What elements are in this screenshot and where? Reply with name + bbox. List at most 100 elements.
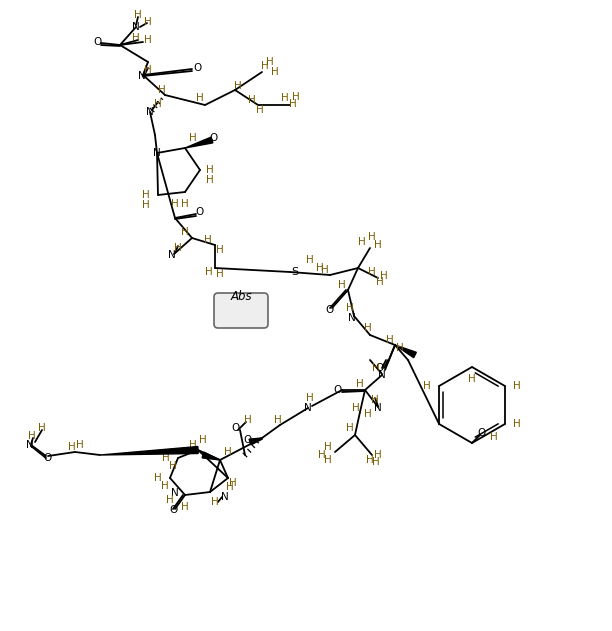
Text: H: H	[358, 237, 366, 247]
Text: N: N	[378, 370, 386, 380]
Text: H: H	[181, 227, 189, 237]
Text: H: H	[374, 240, 382, 250]
Polygon shape	[100, 447, 198, 455]
Text: O: O	[169, 505, 177, 515]
FancyBboxPatch shape	[214, 293, 268, 328]
Text: O: O	[232, 423, 240, 433]
Text: H: H	[490, 432, 498, 442]
Text: O: O	[210, 133, 218, 143]
Text: N: N	[138, 71, 146, 81]
Text: H: H	[142, 200, 150, 210]
Text: H: H	[28, 431, 36, 441]
Text: O: O	[326, 305, 334, 315]
Text: H: H	[154, 473, 162, 483]
Text: H: H	[158, 85, 166, 95]
Text: H: H	[76, 440, 84, 450]
Text: H: H	[189, 133, 197, 143]
Text: H: H	[292, 92, 300, 102]
Text: H: H	[196, 93, 204, 103]
Text: H: H	[372, 363, 380, 373]
Text: H: H	[181, 502, 189, 512]
Text: H: H	[68, 442, 76, 452]
Text: Abs: Abs	[230, 290, 252, 304]
Text: H: H	[211, 497, 219, 507]
Text: H: H	[216, 269, 224, 279]
Text: H: H	[134, 10, 142, 20]
Text: H: H	[256, 105, 264, 115]
Polygon shape	[249, 438, 262, 445]
Text: H: H	[144, 17, 152, 27]
Text: H: H	[248, 95, 256, 105]
Text: H: H	[206, 165, 214, 175]
Text: H: H	[38, 423, 46, 433]
Text: O: O	[194, 63, 202, 73]
Text: O: O	[196, 207, 204, 217]
Text: H: H	[132, 33, 140, 43]
Text: N: N	[146, 107, 154, 117]
Text: H: H	[374, 450, 382, 460]
Text: H: H	[321, 265, 329, 275]
Text: H: H	[352, 403, 360, 413]
Text: H: H	[271, 67, 279, 77]
Text: O: O	[44, 453, 52, 463]
Text: H: H	[306, 255, 314, 265]
Text: H: H	[306, 393, 314, 403]
Text: O: O	[93, 37, 101, 47]
Text: H: H	[338, 280, 346, 290]
Text: H: H	[166, 495, 174, 505]
Text: H: H	[424, 381, 431, 391]
Text: H: H	[513, 419, 521, 429]
Text: H: H	[244, 415, 252, 425]
Text: H: H	[371, 395, 379, 405]
Text: H: H	[324, 442, 332, 452]
Polygon shape	[202, 452, 220, 460]
Text: H: H	[142, 190, 150, 200]
Text: N: N	[26, 440, 34, 450]
Text: H: H	[161, 481, 169, 491]
Text: H: H	[181, 199, 189, 209]
Text: H: H	[216, 245, 224, 255]
Text: H: H	[234, 81, 242, 91]
Text: H: H	[281, 93, 289, 103]
Text: H: H	[368, 267, 376, 277]
Text: S: S	[291, 267, 299, 277]
Text: O: O	[478, 428, 486, 438]
Text: H: H	[224, 447, 232, 457]
Text: H: H	[364, 323, 372, 333]
Text: H: H	[171, 199, 179, 209]
Text: H: H	[199, 435, 207, 445]
Text: H: H	[380, 271, 388, 281]
Text: N: N	[348, 313, 356, 323]
Text: H: H	[169, 461, 177, 471]
Text: H: H	[174, 243, 182, 253]
Text: N: N	[221, 492, 229, 502]
Text: H: H	[229, 478, 237, 488]
Text: H: H	[274, 415, 282, 425]
Text: H: H	[226, 482, 234, 492]
Text: H: H	[346, 303, 354, 313]
Text: H: H	[189, 440, 197, 450]
Text: H: H	[513, 381, 521, 391]
Text: H: H	[204, 235, 212, 245]
Text: H: H	[346, 423, 354, 433]
Polygon shape	[395, 345, 416, 358]
Text: N: N	[304, 403, 312, 413]
Text: H: H	[205, 267, 213, 277]
Text: H: H	[356, 379, 364, 389]
Text: H: H	[376, 277, 384, 287]
Text: H: H	[318, 450, 326, 460]
Text: H: H	[206, 175, 214, 185]
Text: H: H	[266, 57, 274, 67]
Text: H: H	[154, 99, 162, 109]
Text: H: H	[261, 61, 269, 71]
Text: H: H	[386, 335, 394, 345]
Text: H: H	[144, 65, 152, 75]
Text: O: O	[334, 385, 342, 395]
Text: H: H	[144, 35, 152, 45]
Text: H: H	[316, 263, 324, 273]
Text: O: O	[244, 435, 252, 445]
Text: H: H	[368, 232, 376, 242]
Text: N: N	[171, 488, 179, 498]
Text: H: H	[366, 455, 374, 465]
Text: H: H	[162, 453, 170, 463]
